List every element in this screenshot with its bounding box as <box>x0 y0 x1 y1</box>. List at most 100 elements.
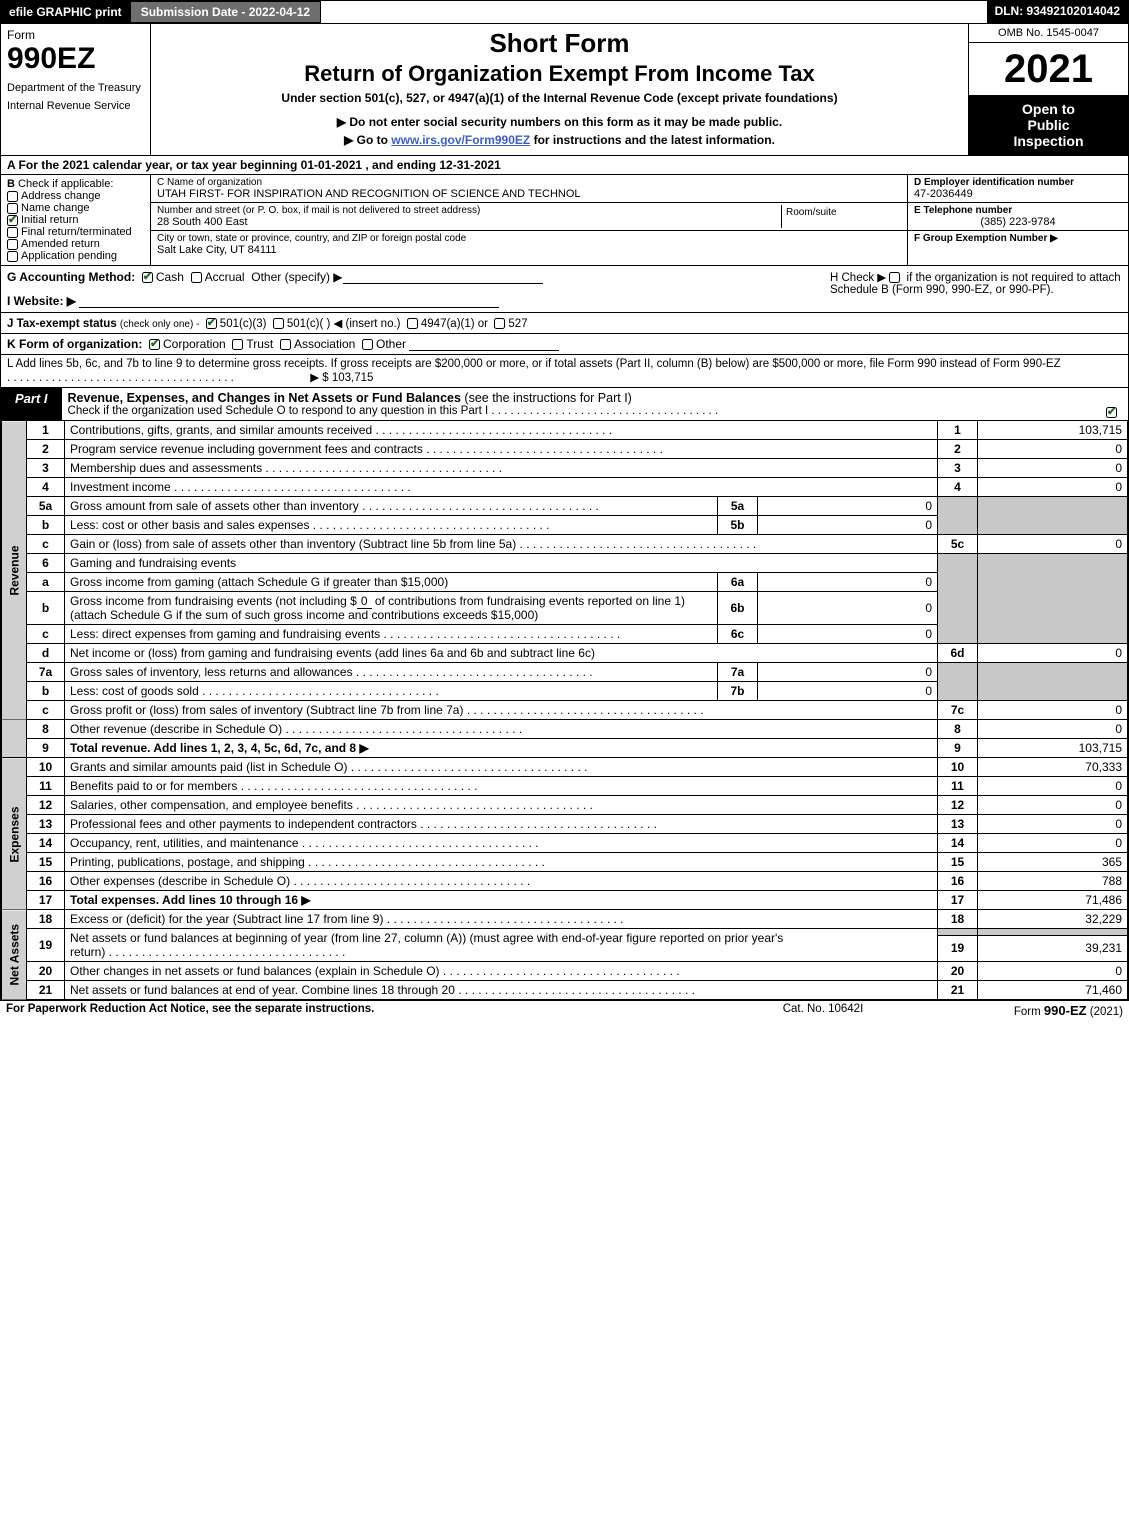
ln5c-desc: Gain or (loss) from sale of assets other… <box>65 535 938 554</box>
other-method-input[interactable] <box>343 270 543 284</box>
ln17-val: 71,486 <box>978 891 1128 910</box>
ln4-desc: Investment income <box>65 478 938 497</box>
chk-amended-return[interactable] <box>7 239 18 250</box>
chk-schedule-b[interactable] <box>889 272 900 283</box>
footer-right: Form 990-EZ (2021) <box>923 1003 1123 1018</box>
dln: DLN: 93492102014042 <box>987 1 1128 23</box>
ln5a-subval: 0 <box>758 497 938 516</box>
ln6a-sublbl: 6a <box>718 573 758 592</box>
tax-year: 2021 <box>969 43 1128 95</box>
ln15-desc: Printing, publications, postage, and shi… <box>65 853 938 872</box>
shade-19-v <box>978 929 1128 936</box>
ln2-num: 2 <box>27 440 65 459</box>
efile-print[interactable]: efile GRAPHIC print <box>1 1 130 23</box>
chk-application-pending[interactable] <box>7 251 18 262</box>
ln6-num: 6 <box>27 554 65 573</box>
lbl-initial-return: Initial return <box>21 214 78 226</box>
lbl-501c: 501(c)( ) ◀ (insert no.) <box>287 318 401 330</box>
ln14-val: 0 <box>978 834 1128 853</box>
shade-19 <box>938 929 978 936</box>
lbl-trust: Trust <box>246 337 273 351</box>
ln7c-desc: Gross profit or (loss) from sales of inv… <box>65 701 938 720</box>
shade-7-v <box>978 663 1128 701</box>
other-org-input[interactable] <box>409 337 559 351</box>
ln3-desc: Membership dues and assessments <box>65 459 938 478</box>
ln18-val: 32,229 <box>978 910 1128 929</box>
ln16-col: 16 <box>938 872 978 891</box>
open-to-public: Open to Public Inspection <box>969 95 1128 155</box>
ln12-val: 0 <box>978 796 1128 815</box>
j-note: (check only one) - <box>120 319 199 330</box>
l-text: L Add lines 5b, 6c, and 7b to line 9 to … <box>7 358 1061 370</box>
ln7c-col: 7c <box>938 701 978 720</box>
ln5c-val: 0 <box>978 535 1128 554</box>
ln19-val: 39,231 <box>978 935 1128 961</box>
instr-goto: ▶ Go to www.irs.gov/Form990EZ for instru… <box>157 133 962 147</box>
ln9-num: 9 <box>27 739 65 758</box>
subtitle: Under section 501(c), 527, or 4947(a)(1)… <box>157 91 962 105</box>
ln7a-desc: Gross sales of inventory, less returns a… <box>65 663 718 682</box>
chk-trust[interactable] <box>232 339 243 350</box>
ln6a-num: a <box>27 573 65 592</box>
ln13-val: 0 <box>978 815 1128 834</box>
part1-title-text: Revenue, Expenses, and Changes in Net As… <box>68 391 465 405</box>
chk-other-org[interactable] <box>362 339 373 350</box>
footer-right-post: (2021) <box>1087 1006 1123 1018</box>
ln3-num: 3 <box>27 459 65 478</box>
side-revenue: Revenue <box>2 421 27 720</box>
open-l2: Public <box>971 117 1126 133</box>
lbl-application-pending: Application pending <box>21 250 117 262</box>
ln11-val: 0 <box>978 777 1128 796</box>
chk-4947[interactable] <box>407 318 418 329</box>
ln21-val: 71,460 <box>978 981 1128 1000</box>
chk-527[interactable] <box>494 318 505 329</box>
f-label: F Group Exemption Number ▶ <box>914 233 1122 244</box>
instr-goto-post: for instructions and the latest informat… <box>530 133 775 147</box>
chk-part1-schedule-o[interactable] <box>1106 407 1117 418</box>
ln4-col: 4 <box>938 478 978 497</box>
ln9-desc: Total revenue. Add lines 1, 2, 3, 4, 5c,… <box>70 741 932 755</box>
open-l1: Open to <box>971 101 1126 117</box>
dept-treasury: Department of the Treasury <box>7 82 144 94</box>
ln9-val: 103,715 <box>978 739 1128 758</box>
ln7a-num: 7a <box>27 663 65 682</box>
chk-association[interactable] <box>280 339 291 350</box>
irs-link[interactable]: www.irs.gov/Form990EZ <box>391 133 530 147</box>
chk-address-change[interactable] <box>7 191 18 202</box>
website-input[interactable] <box>79 294 499 308</box>
topbar: efile GRAPHIC print Submission Date - 20… <box>1 1 1128 24</box>
title-short-form: Short Form <box>157 28 962 59</box>
part1-title: Revenue, Expenses, and Changes in Net As… <box>62 388 1098 420</box>
chk-accrual[interactable] <box>191 272 202 283</box>
b-letter: B <box>7 178 15 190</box>
ln8-num: 8 <box>27 720 65 739</box>
ein: 47-2036449 <box>914 188 1122 200</box>
ln16-desc: Other expenses (describe in Schedule O) <box>65 872 938 891</box>
ln5b-desc: Less: cost or other basis and sales expe… <box>65 516 718 535</box>
chk-final-return[interactable] <box>7 227 18 238</box>
c-city-label: City or town, state or province, country… <box>157 233 901 244</box>
ln6d-col: 6d <box>938 644 978 663</box>
ln19-num: 19 <box>27 929 65 962</box>
ln12-desc: Salaries, other compensation, and employ… <box>65 796 938 815</box>
chk-501c3[interactable] <box>206 318 217 329</box>
lbl-cash: Cash <box>156 270 184 284</box>
ln6b-subval: 0 <box>758 592 938 625</box>
ln6b-sublbl: 6b <box>718 592 758 625</box>
part1-tab: Part I <box>1 388 62 420</box>
expenses-table: Expenses 10 Grants and similar amounts p… <box>1 758 1128 910</box>
ln6-desc: Gaming and fundraising events <box>65 554 938 573</box>
room-suite-label: Room/suite <box>781 205 901 228</box>
ln7a-sublbl: 7a <box>718 663 758 682</box>
lbl-address-change: Address change <box>21 190 101 202</box>
chk-501c[interactable] <box>273 318 284 329</box>
side-expenses: Expenses <box>2 758 27 910</box>
chk-cash[interactable] <box>142 272 153 283</box>
ln6c-sublbl: 6c <box>718 625 758 644</box>
ln3-col: 3 <box>938 459 978 478</box>
ln18-col: 18 <box>938 910 978 929</box>
chk-initial-return[interactable] <box>7 215 18 226</box>
ln17-col: 17 <box>938 891 978 910</box>
chk-corporation[interactable] <box>149 339 160 350</box>
ln16-val: 788 <box>978 872 1128 891</box>
